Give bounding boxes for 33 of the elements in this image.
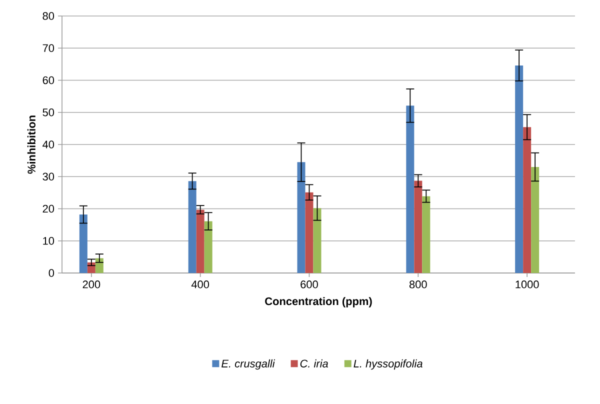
x-tick-label: 800: [409, 280, 427, 288]
y-tick-label: 60: [42, 76, 54, 84]
legend-label: C. iria: [300, 359, 328, 368]
x-tick-label: 1000: [516, 280, 539, 288]
bar: [188, 181, 196, 273]
bar: [523, 127, 532, 273]
bar: [79, 214, 88, 273]
y-tick-label: 70: [42, 44, 54, 52]
y-tick-label: 0: [48, 269, 54, 277]
bar: [313, 208, 322, 273]
bar: [406, 106, 414, 273]
bar: [204, 221, 212, 273]
bar: [414, 180, 422, 273]
y-tick-label: 10: [43, 237, 54, 245]
y-tick-label: 80: [42, 12, 54, 20]
x-tick-label: 200: [82, 280, 100, 288]
bar: [515, 65, 524, 273]
x-tick-label: 600: [300, 280, 318, 288]
bar: [297, 162, 306, 273]
bar: [422, 196, 430, 273]
legend-label: E. crusgalli: [222, 359, 276, 370]
x-axis-title: Concentration (ppm): [265, 297, 372, 308]
y-axis-title: %inhibition: [27, 116, 36, 174]
y-tick-label: 20: [42, 204, 54, 213]
bar: [305, 192, 314, 273]
y-tick-label: 40: [42, 140, 54, 148]
y-tick-label: 30: [42, 172, 54, 181]
bar: [531, 166, 540, 273]
legend-label: L. hyssopifolia: [354, 359, 422, 370]
bar: [95, 258, 104, 273]
y-tick-label: 50: [42, 108, 54, 116]
bar: [196, 210, 204, 273]
x-tick-label: 400: [191, 280, 210, 288]
